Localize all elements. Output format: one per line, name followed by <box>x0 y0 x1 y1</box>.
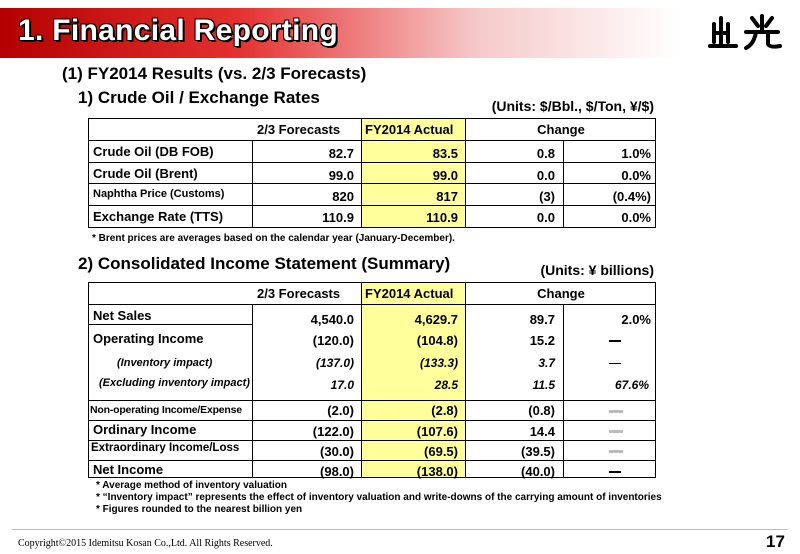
actual-highlight <box>361 119 465 227</box>
dash-icon <box>609 463 621 478</box>
header-actual: FY2014 Actual <box>365 286 454 301</box>
copyright: Copyright©2015 Idemitsu Kosan Co.,Ltd. A… <box>18 538 273 549</box>
dash-icon <box>609 423 623 438</box>
dash-icon <box>609 355 621 370</box>
brent-note: * Brent prices are averages based on the… <box>92 233 455 244</box>
dash-icon <box>609 443 623 458</box>
footnote-2: * “Inventory impact” represents the effe… <box>96 492 662 503</box>
header-actual: FY2014 Actual <box>365 122 454 137</box>
idemitsu-logo <box>708 14 782 50</box>
footnote-1: * Average method of inventory valuation <box>96 480 287 491</box>
income-table: 2/3 Forecasts FY2014 Actual Change Net S… <box>88 282 656 479</box>
header-change: Change <box>537 122 585 137</box>
header-forecast: 2/3 Forecasts <box>257 286 341 301</box>
crude-table: 2/3 Forecasts FY2014 Actual Change Crude… <box>88 118 656 228</box>
header-forecast: 2/3 Forecasts <box>257 122 341 137</box>
footer-divider <box>12 529 788 530</box>
footnote-3: * Figures rounded to the nearest billion… <box>96 504 303 515</box>
page-title: 1. Financial Reporting <box>18 14 338 47</box>
income-heading: 2) Consolidated Income Statement (Summar… <box>78 254 451 273</box>
header-change: Change <box>537 286 585 301</box>
title-bar <box>0 8 678 58</box>
crude-units: (Units: $/Bbl., $/Ton, ¥/$) <box>491 98 654 114</box>
crude-heading: 1) Crude Oil / Exchange Rates <box>78 88 320 107</box>
dash-icon <box>609 332 621 347</box>
actual-highlight <box>361 283 465 477</box>
dash-icon <box>609 403 623 418</box>
page-number: 17 <box>766 532 785 551</box>
income-units: (Units: ¥ billions) <box>540 262 654 278</box>
section-heading: (1) FY2014 Results (vs. 2/3 Forecasts) <box>62 64 367 83</box>
